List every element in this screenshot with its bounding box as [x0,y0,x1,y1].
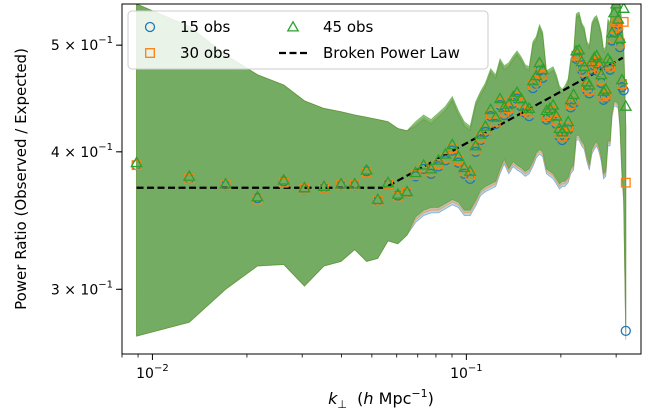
legend-triangle-marker [286,20,300,32]
triangle-point-9 [360,163,373,175]
triangle-point-42 [546,98,560,110]
x-tick-label: 10−2 [136,363,169,382]
legend-box [127,10,489,70]
triangle-point-19 [445,138,459,150]
square-point-71 [618,16,629,27]
uncertainty-band-2 [136,4,627,337]
triangle-point-10 [371,192,385,205]
uncertainty-bands [136,4,627,340]
triangle-point-70 [615,73,629,85]
triangle-point-3 [251,190,264,202]
triangle-point-12 [391,187,405,199]
plot-frame [121,3,642,355]
triangle-point-59 [592,57,606,69]
triangle-point-22 [463,164,477,176]
triangle-point-38 [533,56,546,68]
triangle-point-17 [432,153,445,165]
y-tick-label: 4 × 10−1 [51,142,113,161]
y-tick-label: 3 × 10−1 [51,279,113,298]
triangle-point-50 [569,44,583,56]
triangle-point-25 [479,119,492,131]
triangle-point-41 [543,101,557,113]
circle-point-71 [618,85,629,96]
triangle-point-68 [611,12,625,24]
triangle-point-0 [130,156,143,168]
triangle-point-55 [583,78,596,90]
triangle-point-26 [484,103,497,115]
triangle-point-58 [590,49,603,61]
triangle-point-11 [381,176,395,188]
triangle-point-18 [439,147,452,159]
triangle-point-39 [536,63,549,75]
triangle-point-67 [609,4,623,9]
triangle-point-21 [457,161,471,173]
triangle-point-51 [572,43,586,55]
triangle-point-49 [567,87,580,100]
legend-label-3: Broken Power Law [323,44,460,62]
triangle-point-40 [540,104,553,116]
legend-square-marker [145,48,155,58]
square-point-69 [615,38,625,49]
legend-label-2: 45 obs [323,18,374,36]
triangle-point-5 [298,181,311,193]
circle-point-72 [620,325,631,337]
y-tick-label: 5 × 10−1 [51,35,113,54]
square-point-61 [598,91,609,102]
triangle-point-4 [277,173,291,185]
triangle-point-15 [417,158,430,170]
triangle-point-8 [348,177,362,189]
square-point-46 [559,128,570,139]
square-point-53 [579,66,590,77]
square-point-44 [554,128,565,139]
triangle-point-65 [605,26,619,38]
triangle-point-14 [409,166,422,178]
triangle-point-61 [597,84,610,96]
triangle-point-27 [489,110,503,122]
triangle-point-62 [599,82,613,94]
data-markers [130,4,633,337]
triangle-point-37 [529,69,543,81]
square-point-50 [571,50,582,61]
legend-circle-marker [144,21,156,33]
triangle-point-30 [502,97,516,109]
triangle-point-29 [497,100,511,112]
x-axis-label: k⊥ (h Mpc−1) [328,387,434,411]
triangle-point-28 [493,92,507,104]
triangle-point-57 [587,51,601,63]
triangle-point-6 [317,179,331,192]
legend-label-0: 15 obs [180,18,231,36]
triangle-point-64 [603,55,617,67]
triangle-point-20 [452,150,465,162]
y-axis-label: Power Ratio (Observed / Expected) [12,48,30,310]
y-axis-ticks: 3 × 10−1 4 × 10−1 5 × 10−1 [51,35,122,298]
triangle-point-69 [613,32,627,44]
triangle-point-47 [561,115,575,127]
square-point-54 [581,82,592,93]
square-point-60 [596,74,607,85]
triangle-point-24 [474,127,487,139]
triangle-point-16 [424,162,438,174]
triangle-point-66 [607,6,621,18]
legend-label-1: 30 obs [180,44,231,62]
triangle-point-7 [334,177,348,189]
triangle-point-43 [550,109,563,121]
triangle-point-35 [522,101,536,113]
x-axis-ticks: 10−2 10−1 [121,354,617,382]
legend: 15 obs 30 obs 45 obs Broken Power Law [127,10,489,70]
triangle-point-60 [594,68,608,80]
triangle-point-33 [514,92,528,104]
triangle-point-71 [617,4,630,13]
triangle-point-23 [469,139,482,151]
triangle-point-32 [510,85,524,97]
triangle-point-2 [219,177,232,189]
square-point-72 [620,177,631,188]
triangle-point-13 [400,185,414,197]
triangle-point-46 [558,121,572,134]
square-point-65 [607,32,617,43]
triangle-point-72 [619,99,633,111]
x-tick-label: 10−1 [450,363,483,382]
triangle-point-1 [182,169,196,181]
triangle-point-48 [564,93,578,105]
